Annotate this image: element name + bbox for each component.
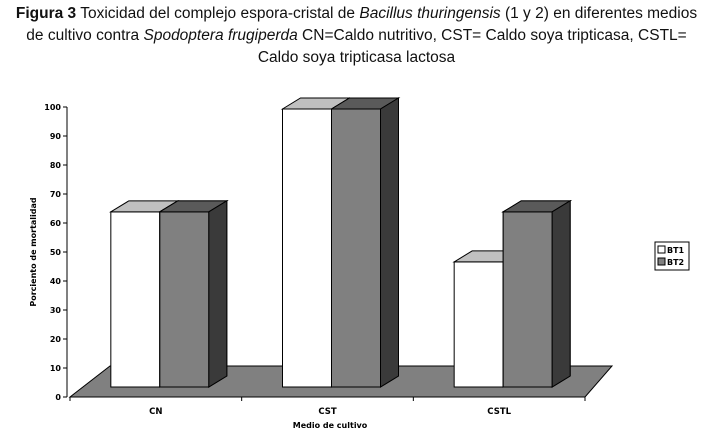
bar-side <box>380 97 399 388</box>
figure-caption: Figura 3 Toxicidad del complejo espora-c… <box>0 3 713 69</box>
y-tick-label: 40 <box>50 277 62 286</box>
y-tick-label: 0 <box>55 393 61 402</box>
bar-bt2-cstl-front <box>501 199 572 388</box>
y-tick-label: 90 <box>50 132 62 141</box>
caption-text-4: CN=Caldo nutritivo, CST= Caldo soya trip… <box>297 27 687 44</box>
bar-front <box>331 108 381 388</box>
y-tick-label: 70 <box>50 190 62 199</box>
y-axis-label: Porciento de mortalidad <box>29 197 38 307</box>
caption-text-1: Toxicidad del complejo espora-cristal de <box>76 5 360 22</box>
x-axis-categories: CN CST CSTL <box>69 397 586 417</box>
y-tick-label: 100 <box>44 103 61 112</box>
legend-swatch <box>657 245 666 254</box>
x-axis-label: Medio de cultivo <box>293 421 368 430</box>
legend-label: BT1 <box>667 246 685 255</box>
x-tick-label: CSTL <box>487 407 511 417</box>
bar-bt2-cst-front <box>329 97 401 388</box>
y-tick-label: 10 <box>50 364 62 373</box>
bar-front <box>502 211 553 388</box>
bar-side <box>208 199 228 388</box>
x-tick-label: CST <box>318 407 337 417</box>
y-tick-label: 60 <box>50 219 62 228</box>
y-tick-label: 80 <box>50 161 62 170</box>
caption-text-5: Caldo soya tripticasa lactosa <box>257 49 456 66</box>
bar-front <box>159 211 210 388</box>
bar-front <box>282 108 332 388</box>
caption-species-2: Spodoptera frugiperda <box>143 27 298 44</box>
bars <box>109 97 572 388</box>
bar-front <box>453 261 504 388</box>
bar-front <box>110 211 161 388</box>
caption-text-2: (1 y 2) en diferentes medios <box>500 5 698 22</box>
caption-label: Figura 3 <box>15 5 77 22</box>
bar-bt2-cn-front <box>158 199 229 388</box>
y-tick-label: 20 <box>50 335 62 344</box>
y-axis: 0 10 20 30 40 50 60 70 80 90 100 <box>44 103 68 402</box>
legend-label: BT2 <box>667 258 684 267</box>
legend-swatch <box>657 257 666 266</box>
y-tick-label: 50 <box>50 248 62 257</box>
y-tick-label: 30 <box>50 306 62 315</box>
caption-species-1: Bacillus thuringensis <box>359 5 501 22</box>
bar-side <box>551 199 571 388</box>
caption-text-3: de cultivo contra <box>26 27 144 44</box>
x-tick-label: CN <box>149 407 162 417</box>
